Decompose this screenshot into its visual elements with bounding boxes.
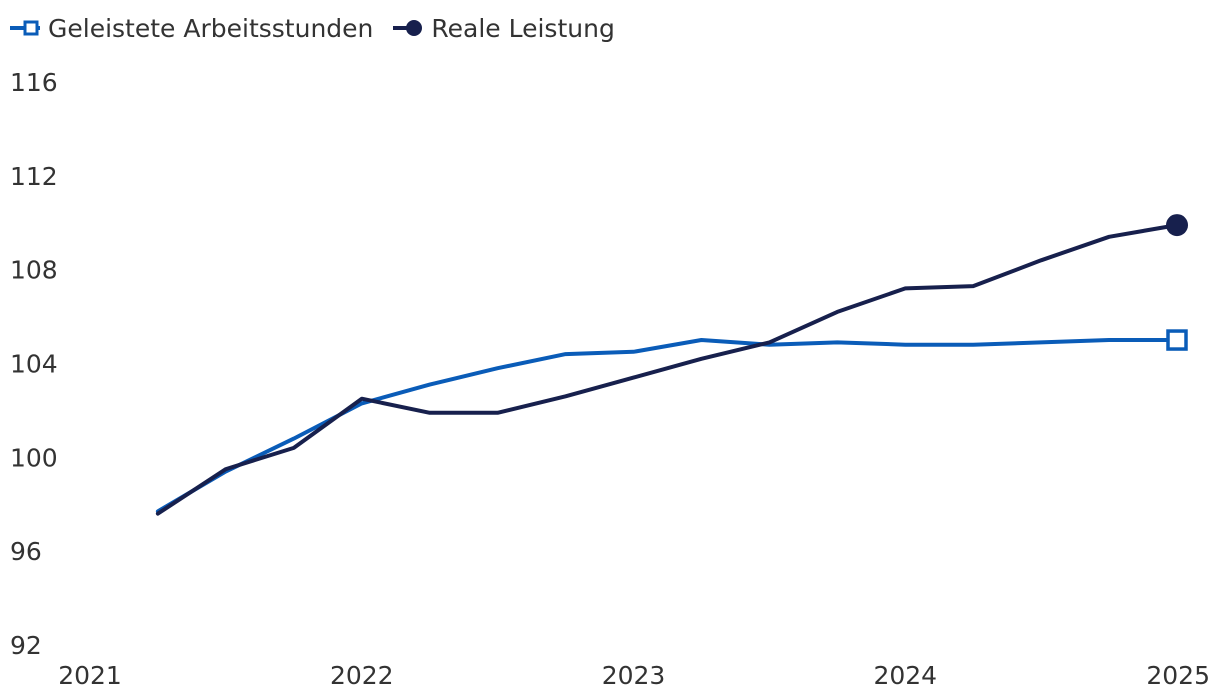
y-axis: 116 112 108 104 100 96 92: [10, 68, 58, 660]
series-layer: [155, 214, 1188, 516]
y-tick-label: 92: [10, 631, 42, 660]
series-line-hours: [155, 338, 1179, 514]
legend: Geleistete Arbeitsstunden Reale Leistung: [10, 8, 615, 48]
y-tick-label: 104: [10, 350, 58, 379]
end-marker-square: [1166, 329, 1188, 351]
x-tick-label: 2025: [1146, 661, 1210, 690]
x-tick-label: 2023: [602, 661, 666, 690]
y-tick-label: 100: [10, 443, 58, 472]
x-tick-label: 2021: [58, 661, 122, 690]
legend-item-output[interactable]: Reale Leistung: [393, 13, 615, 43]
legend-label-hours: Geleistete Arbeitsstunden: [48, 13, 374, 43]
y-tick-label: 112: [10, 162, 58, 191]
legend-item-hours[interactable]: Geleistete Arbeitsstunden: [10, 14, 373, 43]
circle-marker-icon: [393, 20, 423, 36]
series-line-output: [155, 223, 1179, 516]
end-marker-circle: [1166, 214, 1188, 237]
legend-label-output: Reale Leistung: [431, 13, 615, 43]
y-tick-label: 108: [10, 256, 58, 285]
y-tick-label: 116: [10, 68, 58, 97]
square-marker-icon: [10, 20, 40, 36]
x-axis: 2021 2022 2023 2024 2025: [58, 661, 1210, 690]
x-tick-label: 2024: [873, 661, 937, 690]
x-tick-label: 2022: [330, 661, 394, 690]
y-tick-label: 96: [10, 537, 42, 566]
